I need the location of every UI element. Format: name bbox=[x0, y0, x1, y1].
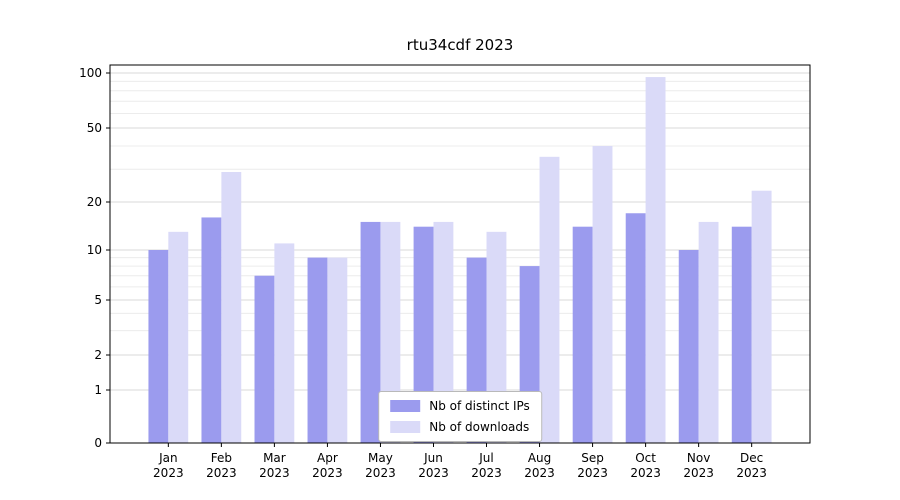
bar-nb-of-downloads-4 bbox=[380, 221, 401, 443]
bar-nb-of-distinct-ips-1 bbox=[201, 217, 222, 443]
plot-frame bbox=[109, 64, 811, 444]
bar-nb-of-distinct-ips-0 bbox=[148, 250, 169, 443]
bar-nb-of-downloads-5 bbox=[433, 221, 454, 443]
bar-nb-of-downloads-6 bbox=[486, 231, 507, 443]
bar-nb-of-downloads-2 bbox=[274, 243, 295, 443]
bar-nb-of-distinct-ips-5 bbox=[413, 226, 434, 443]
y-tick-label: 2 bbox=[94, 348, 102, 362]
y-tick-label: 5 bbox=[94, 293, 102, 307]
bar-nb-of-downloads-8 bbox=[592, 146, 613, 443]
bar-nb-of-downloads-11 bbox=[751, 190, 772, 443]
x-tick-label: Oct 2023 bbox=[630, 451, 661, 480]
bar-nb-of-downloads-10 bbox=[698, 221, 719, 443]
x-tick-label: May 2023 bbox=[365, 451, 396, 480]
y-tick-label: 50 bbox=[87, 121, 102, 135]
legend-label-distinct-ips: Nb of distinct IPs bbox=[429, 399, 530, 413]
x-tick-label: Mar 2023 bbox=[259, 451, 290, 480]
y-tick-label: 20 bbox=[87, 195, 102, 209]
x-tick-label: Dec 2023 bbox=[736, 451, 767, 480]
bar-nb-of-downloads-9 bbox=[645, 77, 666, 443]
y-tick-label: 100 bbox=[79, 66, 102, 80]
legend: Nb of distinct IPs Nb of downloads bbox=[378, 391, 542, 442]
bar-nb-of-distinct-ips-8 bbox=[572, 226, 593, 443]
bar-nb-of-downloads-3 bbox=[327, 257, 348, 443]
legend-label-downloads: Nb of downloads bbox=[429, 420, 530, 434]
x-tick-label: Sep 2023 bbox=[577, 451, 608, 480]
bar-nb-of-distinct-ips-9 bbox=[625, 213, 646, 443]
x-tick-label: Feb 2023 bbox=[206, 451, 237, 480]
bar-nb-of-downloads-1 bbox=[221, 171, 242, 444]
bar-nb-of-downloads-0 bbox=[168, 231, 189, 443]
bar-nb-of-distinct-ips-11 bbox=[731, 226, 752, 443]
bar-nb-of-distinct-ips-4 bbox=[360, 221, 381, 443]
x-tick-label: Apr 2023 bbox=[312, 451, 343, 480]
bar-nb-of-distinct-ips-2 bbox=[254, 275, 275, 443]
legend-item-downloads: Nb of downloads bbox=[390, 420, 530, 434]
x-tick-label: Aug 2023 bbox=[524, 451, 555, 480]
legend-swatch-distinct-ips bbox=[390, 400, 421, 412]
chart-title: rtu34cdf 2023 bbox=[406, 36, 514, 54]
y-tick-label: 0 bbox=[94, 436, 102, 450]
x-tick-label: Nov 2023 bbox=[683, 451, 714, 480]
bar-nb-of-distinct-ips-10 bbox=[678, 250, 699, 443]
x-tick-label: Jun 2023 bbox=[418, 451, 449, 480]
legend-item-distinct-ips: Nb of distinct IPs bbox=[390, 399, 530, 413]
y-tick-label: 10 bbox=[87, 243, 102, 257]
x-tick-label: Jan 2023 bbox=[153, 451, 184, 480]
y-tick-label: 1 bbox=[94, 383, 102, 397]
x-tick-label: Jul 2023 bbox=[471, 451, 502, 480]
legend-swatch-downloads bbox=[390, 421, 421, 433]
bar-nb-of-distinct-ips-3 bbox=[307, 257, 328, 443]
bar-nb-of-downloads-7 bbox=[539, 156, 560, 443]
